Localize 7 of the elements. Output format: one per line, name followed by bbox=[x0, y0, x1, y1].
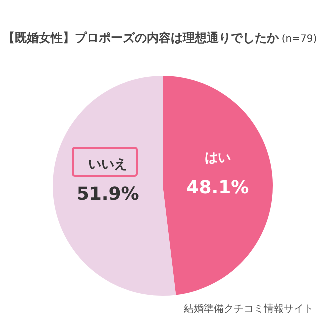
data-label: 48.1% bbox=[186, 177, 250, 198]
chart-title: 【既婚女性】プロポーズの内容は理想通りでしたか bbox=[2, 31, 279, 45]
data-label: 51.9% bbox=[76, 184, 140, 205]
slice-label: はい bbox=[204, 151, 231, 166]
text: 結婚準備クチコミ情報サイト bbox=[184, 302, 314, 316]
slice-label: いいえ bbox=[88, 158, 128, 173]
text: (n=79) bbox=[282, 34, 318, 45]
